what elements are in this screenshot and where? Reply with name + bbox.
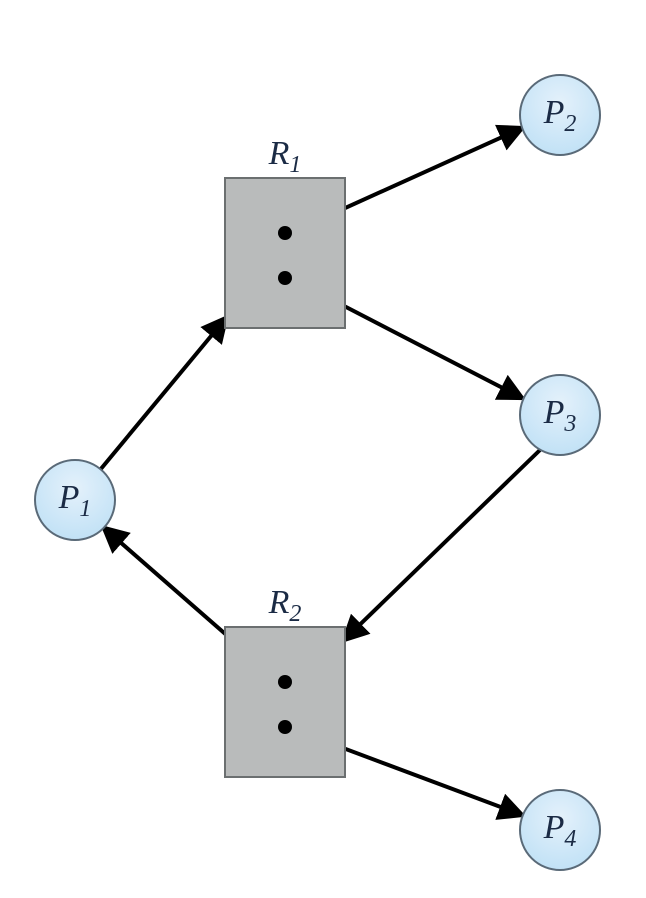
resources-layer: R1 R2 <box>225 135 345 777</box>
resource-instance-dot <box>278 271 292 285</box>
process-P3: P3 <box>520 375 600 455</box>
resource-allocation-graph: R1 R2 P1 P2 P3 P4 <box>0 0 646 898</box>
resource-R2: R2 <box>225 584 345 777</box>
process-P4: P4 <box>520 790 600 870</box>
resource-instance-dot <box>278 675 292 689</box>
edge-P3-R2 <box>344 450 540 640</box>
process-P1: P1 <box>35 460 115 540</box>
resource-instance-dot <box>278 720 292 734</box>
resource-label: R2 <box>268 584 302 627</box>
resource-R1: R1 <box>225 135 345 328</box>
resource-label: R1 <box>268 135 302 178</box>
resource-instance-dot <box>278 226 292 240</box>
edge-P1-R1 <box>100 318 226 470</box>
process-P2: P2 <box>520 75 600 155</box>
